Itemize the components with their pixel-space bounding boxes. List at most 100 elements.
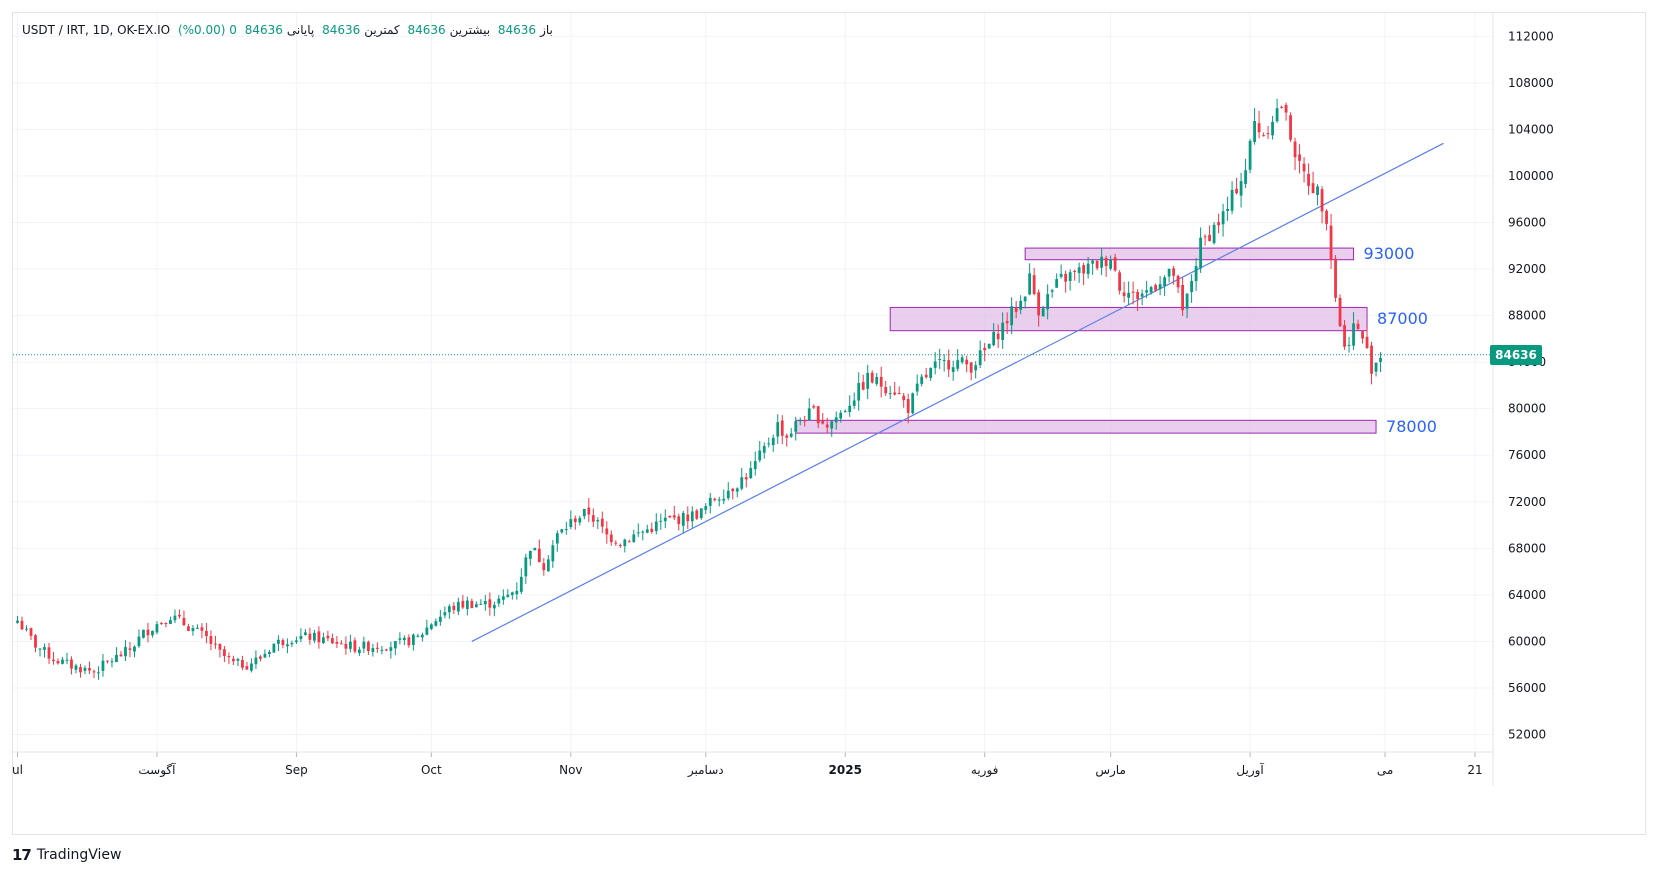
candle-body xyxy=(983,347,987,351)
candle-body xyxy=(924,374,928,378)
candle-body xyxy=(1154,285,1158,291)
candle-body xyxy=(1271,121,1274,136)
candle-body xyxy=(83,667,87,671)
y-tick-label: 88000 xyxy=(1508,309,1546,323)
candle-body xyxy=(295,640,298,643)
candle-body xyxy=(1262,135,1265,137)
candle-body xyxy=(1203,236,1207,238)
candle-body xyxy=(200,627,204,631)
candle-body xyxy=(1064,273,1068,282)
y-tick-label: 60000 xyxy=(1508,634,1546,648)
candle-body xyxy=(1325,210,1328,224)
candle-body xyxy=(1100,256,1104,268)
candle-body xyxy=(857,383,861,401)
tradingview-brand[interactable]: 17 TradingView xyxy=(12,846,121,864)
candle-body xyxy=(960,357,964,363)
candle-body xyxy=(1334,258,1337,298)
candle-body xyxy=(187,626,190,631)
candle-body xyxy=(1379,357,1382,362)
candle-body xyxy=(1163,277,1167,287)
candle-body xyxy=(888,393,892,395)
candle-body xyxy=(43,647,46,650)
low-label: کمترین xyxy=(364,23,400,37)
close-value: 84636 xyxy=(244,23,283,37)
candle-body xyxy=(641,531,645,533)
candle-body xyxy=(551,545,555,562)
candle-body xyxy=(1158,284,1162,290)
candle-body xyxy=(1104,257,1108,267)
candle-body xyxy=(1329,225,1333,260)
candle-body xyxy=(124,647,127,657)
candle-body xyxy=(380,649,384,651)
candle-body xyxy=(452,605,456,611)
candle-body xyxy=(515,590,519,595)
candle-body xyxy=(61,659,64,664)
candle-body xyxy=(1302,163,1306,172)
zone-rectangle-93000 xyxy=(1024,247,1355,261)
candle-body xyxy=(133,646,136,652)
candle-body xyxy=(196,627,199,629)
candle-body xyxy=(920,376,924,384)
candle-body xyxy=(1001,322,1005,340)
candle-body xyxy=(1172,268,1176,276)
zone-label-93000: 93000 xyxy=(1363,243,1415,263)
candle-body xyxy=(398,638,402,640)
candle-body xyxy=(492,604,496,609)
candle-body xyxy=(686,514,690,522)
candle-body xyxy=(902,395,906,401)
candle-body xyxy=(785,435,789,438)
candle-body xyxy=(142,629,145,638)
candle-body xyxy=(205,630,208,637)
trend-line[interactable] xyxy=(471,142,1444,642)
candle-body xyxy=(722,498,726,501)
candle-body xyxy=(16,620,19,623)
x-tick-label: مارس xyxy=(1095,763,1126,778)
candle-body xyxy=(1320,189,1324,212)
brand-name: TradingView xyxy=(36,847,122,863)
candle-body xyxy=(20,620,24,630)
y-tick-label: 100000 xyxy=(1508,169,1554,183)
candle-body xyxy=(672,515,676,518)
candle-body xyxy=(677,516,681,525)
low-value: 84636 xyxy=(322,23,361,37)
candle-body xyxy=(1311,183,1315,194)
candle-body xyxy=(560,529,564,533)
candle-body xyxy=(1127,292,1131,298)
candle-body xyxy=(447,606,451,613)
candle-body xyxy=(34,635,37,648)
candle-body xyxy=(182,617,186,626)
y-tick-label: 72000 xyxy=(1508,495,1546,509)
candle-body xyxy=(1019,300,1023,310)
candle-body xyxy=(38,648,42,650)
candle-body xyxy=(834,417,838,423)
candle-body xyxy=(434,621,438,626)
candle-body xyxy=(645,529,649,533)
x-tick-label: آگوست xyxy=(138,762,176,778)
candle-body xyxy=(1307,173,1310,186)
candle-body xyxy=(956,360,960,369)
zone-rectangle-87000 xyxy=(889,306,1368,332)
candle-body xyxy=(474,604,478,608)
candle-body xyxy=(528,550,532,559)
candle-body xyxy=(794,421,798,432)
candle-body xyxy=(879,376,883,387)
candle-body xyxy=(470,600,474,609)
candle-body xyxy=(537,548,541,563)
candle-body xyxy=(366,641,370,652)
candle-body xyxy=(969,362,973,373)
candle-body xyxy=(254,657,258,665)
candle-body xyxy=(1253,121,1256,142)
candle-body xyxy=(488,599,492,608)
candle-body xyxy=(749,468,753,479)
x-tick-label: Nov xyxy=(559,763,582,777)
candle-body xyxy=(789,433,793,437)
candle-body xyxy=(425,627,429,635)
candle-body xyxy=(56,660,60,664)
candle-body xyxy=(344,643,348,649)
candle-body xyxy=(1226,208,1229,212)
candle-body xyxy=(681,512,685,526)
candle-body xyxy=(929,367,933,378)
close-label: پایانی xyxy=(286,23,315,37)
candle-body xyxy=(416,635,420,637)
